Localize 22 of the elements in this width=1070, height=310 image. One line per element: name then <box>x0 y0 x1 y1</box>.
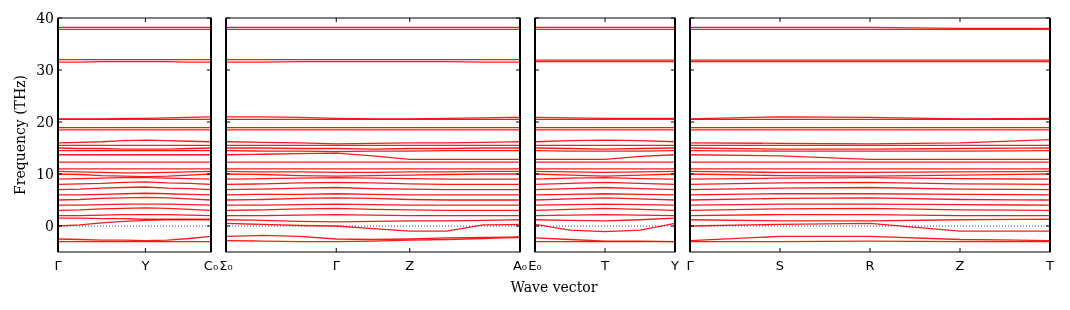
x-tick-label: Σ₀ <box>219 258 233 273</box>
x-tick-label: C₀ <box>203 258 219 273</box>
y-tick-label: 40 <box>36 10 54 26</box>
x-tick-label: Z <box>955 258 965 273</box>
y-tick-label: 10 <box>36 166 54 182</box>
x-tick-label: T <box>1045 258 1055 273</box>
x-tick-label: Y <box>670 258 680 273</box>
x-tick-label: S <box>775 258 785 273</box>
y-tick-label: 0 <box>45 218 54 234</box>
y-tick-label: 20 <box>36 114 54 130</box>
x-axis-title: Wave vector <box>510 279 598 295</box>
x-tick-label: Γ <box>332 258 341 273</box>
x-tick-label: Y <box>140 258 150 273</box>
x-tick-label: R <box>865 258 875 273</box>
x-tick-label: T <box>600 258 610 273</box>
y-tick-label: 30 <box>36 62 54 78</box>
x-tick-label: Z <box>405 258 415 273</box>
x-tick-label: E₀ <box>528 258 542 273</box>
x-tick-label: Γ <box>54 258 63 273</box>
y-axis-title: Frequency (THz) <box>12 74 28 196</box>
x-tick-label: A₀ <box>512 258 528 273</box>
x-tick-label: Γ <box>686 258 695 273</box>
